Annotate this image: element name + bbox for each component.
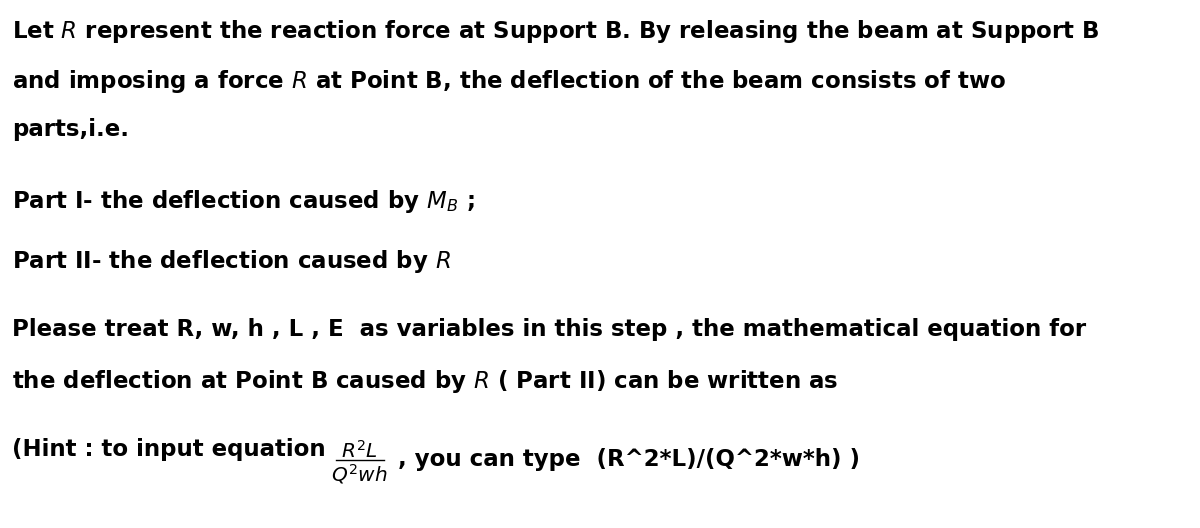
- Text: parts,i.e.: parts,i.e.: [12, 118, 130, 141]
- Text: (Hint : to input equation: (Hint : to input equation: [12, 438, 334, 461]
- Text: Let $\boldsymbol{\mathit{R}}$ represent the reaction force at Support B. By rele: Let $\boldsymbol{\mathit{R}}$ represent …: [12, 18, 1099, 45]
- Text: Part I- the deflection caused by $\boldsymbol{\mathit{M}}_{\boldsymbol{\mathit{B: Part I- the deflection caused by $\bolds…: [12, 188, 475, 215]
- Text: $Q^2 wh$: $Q^2 wh$: [331, 462, 388, 486]
- Text: $R^2 L$: $R^2 L$: [341, 440, 378, 462]
- Text: the deflection at Point B caused by $\boldsymbol{\mathit{R}}$ ( Part II) can be : the deflection at Point B caused by $\bo…: [12, 368, 839, 395]
- Text: Part II- the deflection caused by $\boldsymbol{\mathit{R}}$: Part II- the deflection caused by $\bold…: [12, 248, 451, 275]
- Text: and imposing a force $\boldsymbol{\mathit{R}}$ at Point B, the deflection of the: and imposing a force $\boldsymbol{\mathi…: [12, 68, 1007, 95]
- Text: , you can type  (R^2*L)/(Q^2*w*h) ): , you can type (R^2*L)/(Q^2*w*h) ): [390, 448, 859, 471]
- Text: Please treat R, w, h , L , E  as variables in this step , the mathematical equat: Please treat R, w, h , L , E as variable…: [12, 318, 1086, 341]
